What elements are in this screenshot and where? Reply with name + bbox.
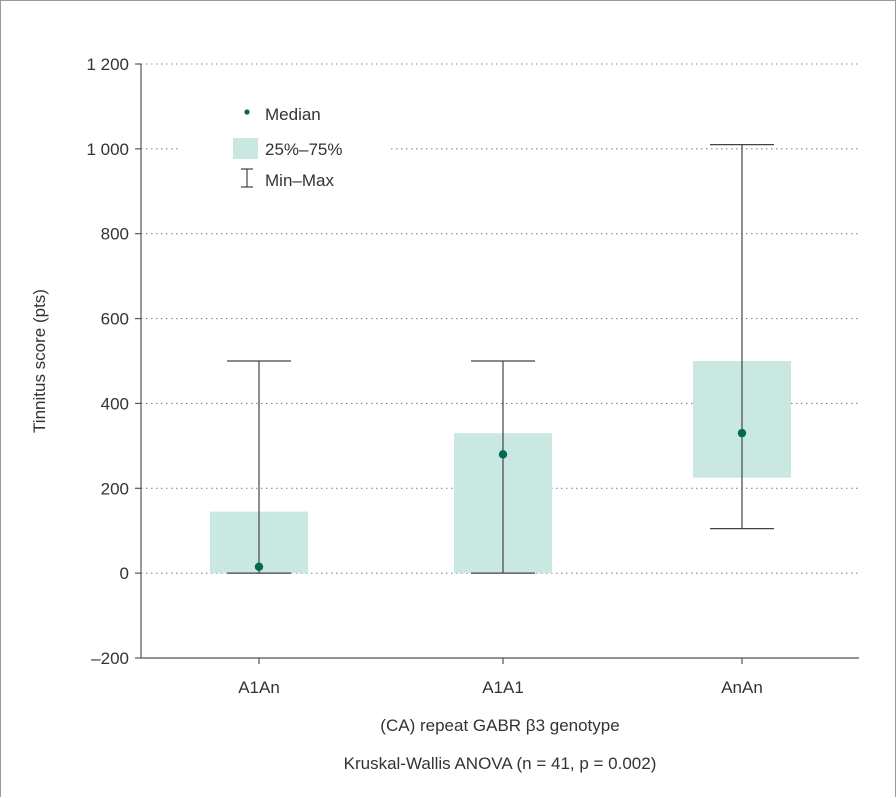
legend: Median 25%–75% Min–Max bbox=[181, 93, 391, 197]
legend-median-marker bbox=[244, 109, 249, 114]
y-tick-label: 1 200 bbox=[86, 55, 129, 74]
x-tick-label: A1An bbox=[238, 678, 280, 697]
x-tick-label: AnAn bbox=[721, 678, 763, 697]
y-tick-label: 600 bbox=[101, 310, 129, 329]
legend-median-label: Median bbox=[265, 105, 321, 124]
median-point bbox=[738, 429, 746, 437]
chart-subtitle: Kruskal-Wallis ANOVA (n = 41, p = 0.002) bbox=[344, 754, 657, 773]
median-point bbox=[255, 563, 263, 571]
legend-range-label: Min–Max bbox=[265, 171, 334, 190]
legend-iqr-swatch bbox=[233, 138, 258, 159]
y-axis-title: Tinnitus score (pts) bbox=[30, 289, 49, 433]
x-ticks: A1An A1A1 AnAn bbox=[238, 658, 763, 697]
y-tick-label: 800 bbox=[101, 225, 129, 244]
x-tick-label: A1A1 bbox=[482, 678, 524, 697]
y-ticks: –200 0 200 400 600 800 1 000 1 200 bbox=[86, 55, 141, 668]
y-tick-label: 400 bbox=[101, 394, 129, 413]
y-tick-label: 0 bbox=[120, 564, 129, 583]
y-tick-label: 1 000 bbox=[86, 140, 129, 159]
y-tick-label: –200 bbox=[91, 649, 129, 668]
median-point bbox=[499, 450, 507, 458]
x-axis-title: (CA) repeat GABR β3 genotype bbox=[380, 716, 619, 735]
y-tick-label: 200 bbox=[101, 479, 129, 498]
iqr-boxes bbox=[210, 361, 791, 573]
legend-iqr-label: 25%–75% bbox=[265, 140, 343, 159]
